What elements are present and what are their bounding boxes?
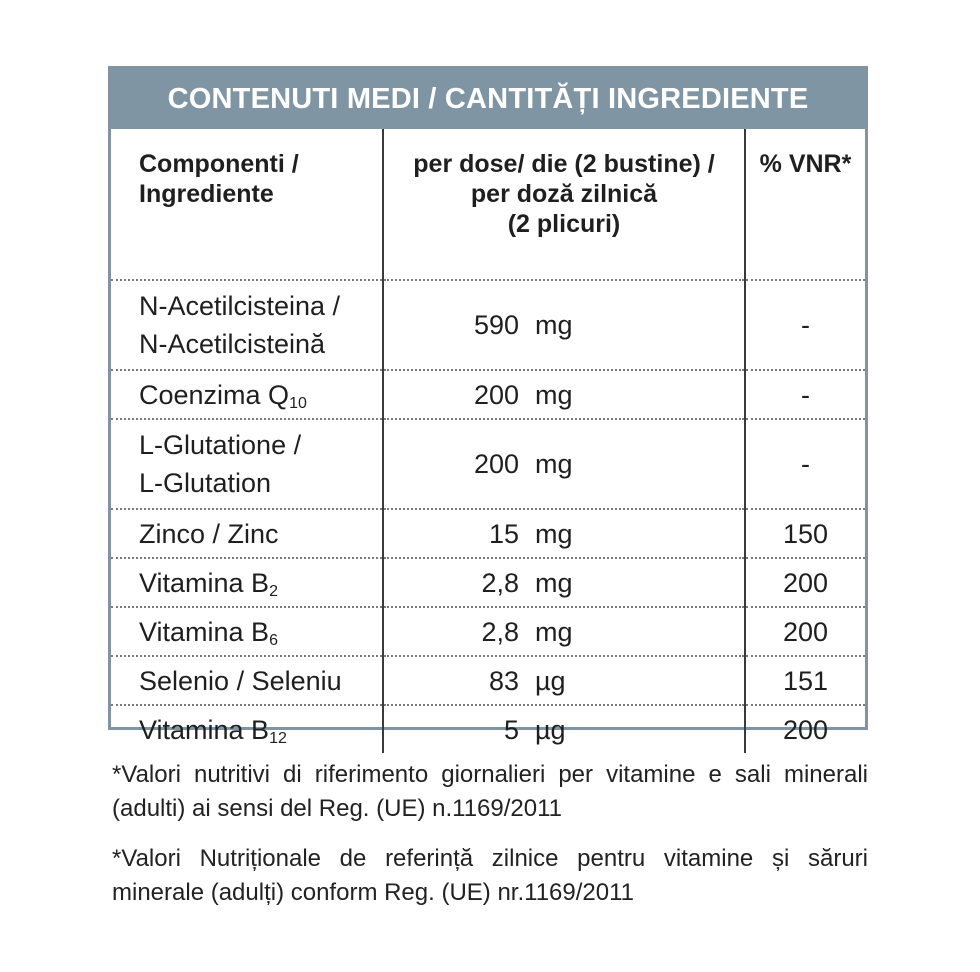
amount-unit: µg: [535, 714, 566, 745]
row-name-subscript: 6: [269, 631, 278, 649]
header-dose: per dose/ die (2 bustine) / per doză zil…: [382, 129, 745, 280]
table-row: Zinco / Zinc 15 mg 150: [111, 508, 865, 558]
row-vnr: -: [744, 369, 865, 419]
row-vnr: 151: [744, 655, 865, 705]
row-name-text: Zinco / Zinc: [139, 518, 279, 549]
row-name: Vitamina B2: [111, 557, 383, 607]
header-vnr: % VNR*: [744, 129, 865, 280]
amount-unit: mg: [535, 379, 573, 410]
row-name-text: Vitamina B: [139, 616, 270, 647]
table-row: Selenio / Seleniu 83 µg 151: [111, 655, 865, 705]
header-components-line2: Ingrediente: [139, 180, 274, 208]
row-name-text: Vitamina B: [139, 714, 270, 745]
row-name-text: Vitamina B: [139, 567, 270, 598]
row-name-text: Coenzima Q: [139, 379, 290, 410]
header-dose-line2: per doză zilnică: [470, 180, 658, 208]
table-row: Vitamina B12 5 µg 200: [111, 704, 865, 753]
amount-unit: mg: [535, 518, 573, 549]
row-amount: 2,8 mg: [382, 606, 745, 656]
footnote-romanian: *Valori Nutriționale de referință zilnic…: [112, 845, 868, 906]
row-name-line2: L-Glutation: [139, 468, 272, 498]
table-row: Vitamina B6 2,8 mg 200: [111, 606, 865, 656]
amount-value: 83: [488, 665, 519, 696]
row-amount: 15 mg: [382, 508, 745, 558]
amount-unit: mg: [535, 310, 573, 340]
row-name: L-Glutatione / L-Glutation: [111, 418, 383, 509]
amount-value: 200: [473, 449, 519, 479]
row-name-text: Selenio / Seleniu: [139, 665, 342, 696]
amount-value: 5: [503, 714, 519, 745]
header-dose-line3: (2 plicuri): [507, 210, 621, 238]
row-vnr: 150: [744, 508, 865, 558]
nutrition-panel: CONTENUTI MEDI / CANTITĂȚI INGREDIENTE C…: [108, 66, 868, 753]
amount-value: 15: [488, 518, 519, 549]
header-components-line1: Componenti /: [139, 150, 299, 178]
row-vnr: 200: [744, 704, 865, 753]
nutrition-table: Componenti / Ingrediente per dose/ die (…: [111, 129, 865, 753]
table-title: CONTENUTI MEDI / CANTITĂȚI INGREDIENTE: [111, 69, 865, 129]
header-row: Componenti / Ingrediente per dose/ die (…: [111, 129, 865, 280]
table-row: Coenzima Q10 200 mg -: [111, 369, 865, 419]
amount-value: 200: [473, 379, 519, 410]
row-name: Selenio / Seleniu: [111, 655, 383, 705]
row-amount: 590 mg: [382, 279, 745, 370]
header-dose-line1: per dose/ die (2 bustine) /: [413, 150, 715, 178]
row-name-line1: N-Acetilcisteina /: [139, 291, 341, 321]
row-amount: 5 µg: [382, 704, 745, 753]
amount-unit: mg: [535, 567, 573, 598]
row-name: Vitamina B12: [111, 704, 383, 753]
table-row: Vitamina B2 2,8 mg 200: [111, 557, 865, 607]
row-name-subscript: 2: [269, 582, 278, 600]
row-name-subscript: 12: [269, 729, 287, 747]
footnote-italian: *Valori nutritivi di riferimento giornal…: [112, 761, 868, 822]
amount-unit: µg: [535, 665, 566, 696]
header-components: Componenti / Ingrediente: [111, 129, 383, 280]
table-row: N-Acetilcisteina / N-Acetilcisteină 590 m…: [111, 279, 865, 370]
row-name: Vitamina B6: [111, 606, 383, 656]
amount-unit: mg: [535, 449, 573, 479]
row-vnr: 200: [744, 557, 865, 607]
row-amount: 83 µg: [382, 655, 745, 705]
footnotes: *Valori nutritivi di riferimento giornal…: [112, 758, 868, 926]
row-name: N-Acetilcisteina / N-Acetilcisteină: [111, 279, 383, 370]
row-amount: 200 mg: [382, 418, 745, 509]
row-name-subscript: 10: [289, 394, 307, 412]
row-name-line1: L-Glutatione /: [139, 430, 302, 460]
row-name: Zinco / Zinc: [111, 508, 383, 558]
row-amount: 2,8 mg: [382, 557, 745, 607]
amount-value: 590: [473, 310, 519, 340]
amount-value: 2,8: [481, 616, 519, 647]
row-vnr: 200: [744, 606, 865, 656]
amount-unit: mg: [535, 616, 573, 647]
row-vnr: -: [744, 418, 865, 509]
row-amount: 200 mg: [382, 369, 745, 419]
row-name-line2: N-Acetilcisteină: [139, 329, 326, 359]
amount-value: 2,8: [481, 567, 519, 598]
row-name: Coenzima Q10: [111, 369, 383, 419]
table-row: L-Glutatione / L-Glutation 200 mg -: [111, 418, 865, 509]
row-vnr: -: [744, 279, 865, 370]
